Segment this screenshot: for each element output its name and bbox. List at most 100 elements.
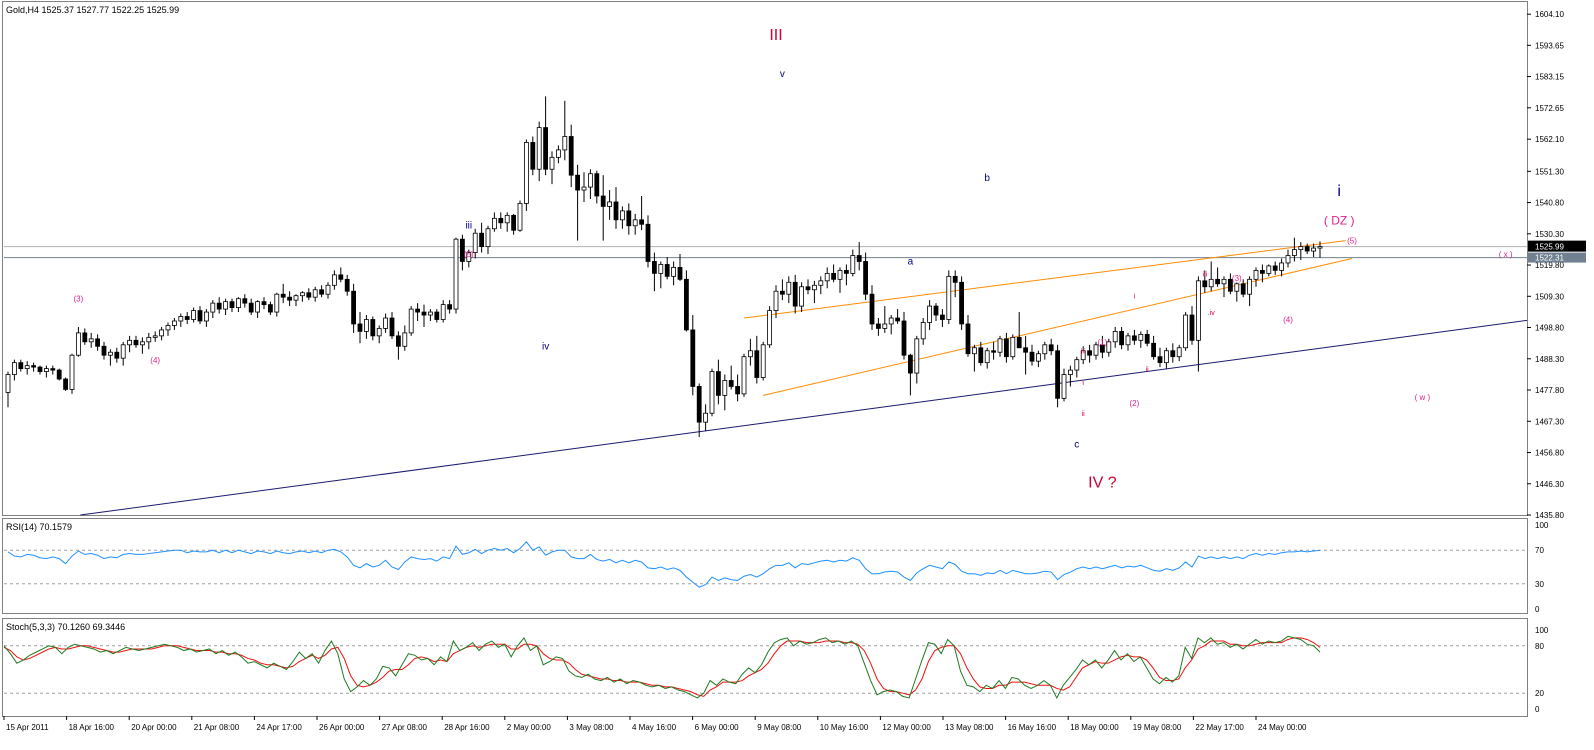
- bear-candle-body: [645, 223, 651, 262]
- bull-candle-body: [972, 347, 977, 355]
- bull-candle-body: [914, 338, 920, 374]
- bull-candle-body: [293, 295, 299, 301]
- candle: [11, 359, 17, 381]
- candle: [1240, 279, 1246, 298]
- bull-candle-body: [466, 252, 472, 262]
- bull-candle-body: [1106, 341, 1112, 353]
- candle: [1144, 329, 1150, 347]
- candle: [1234, 282, 1240, 302]
- bear-candle-body: [780, 290, 785, 295]
- bull-candle-body: [1138, 333, 1144, 341]
- candle: [799, 282, 804, 313]
- candle: [824, 267, 830, 289]
- bear-candle-body: [594, 173, 600, 197]
- bear-candle-body: [1023, 347, 1028, 353]
- rsi-tick-label: 100: [1535, 521, 1549, 530]
- candle: [139, 337, 145, 354]
- bull-candle-body: [44, 368, 49, 372]
- bull-candle-body: [210, 302, 216, 313]
- bear-candle-body: [415, 308, 421, 313]
- candle: [1266, 264, 1272, 277]
- candle: [447, 300, 453, 314]
- bear-candle-body: [754, 350, 760, 378]
- bear-candle-body: [421, 311, 427, 316]
- candle: [1196, 276, 1201, 372]
- candle: [229, 298, 235, 313]
- bull-candle-body: [1298, 246, 1304, 250]
- bull-candle-body: [1112, 331, 1118, 343]
- bear-candle-body: [1260, 270, 1265, 274]
- main-header-label: Gold,H4 1525.37 1527.77 1522.25 1525.99: [6, 5, 179, 15]
- candle: [50, 365, 56, 375]
- candle: [453, 237, 459, 314]
- bull-candle-body: [5, 374, 11, 393]
- bear-candle-body: [37, 366, 43, 372]
- bear-candle-body: [1004, 338, 1009, 358]
- price-tick-label: 1435.80: [1535, 511, 1564, 520]
- candle: [325, 282, 331, 299]
- bull-candle-body: [888, 317, 894, 325]
- candle: [1125, 332, 1131, 351]
- candle: [383, 313, 389, 333]
- rsi-layer: [4, 541, 1527, 588]
- candle: [1080, 346, 1086, 365]
- bull-candle-body: [1234, 283, 1240, 292]
- candle: [459, 234, 465, 271]
- bear-candle-body: [530, 142, 536, 170]
- candle: [421, 304, 427, 327]
- candle: [338, 267, 344, 283]
- stoch-panel-frame: [2, 618, 1528, 717]
- time-tick-label: 4 May 16:00: [632, 723, 677, 732]
- stoch-tick-label: 0: [1535, 705, 1540, 714]
- candle: [607, 190, 612, 220]
- bear-candle-body: [351, 290, 357, 325]
- time-tick-label: 27 Apr 08:00: [382, 723, 428, 732]
- candle: [402, 325, 408, 351]
- level-price-marker-label: 1522.31: [1535, 254, 1564, 263]
- bear-candle-body: [1202, 280, 1208, 288]
- bear-candle-body: [229, 301, 235, 308]
- bull-candle-body: [536, 127, 542, 170]
- rsi-panel-frame: [2, 518, 1528, 614]
- bear-candle-body: [863, 261, 868, 295]
- candle: [223, 298, 229, 316]
- candle: [511, 213, 517, 235]
- wave-label-1b: (1): [1098, 338, 1108, 347]
- candle: [127, 335, 132, 353]
- time-tick-label: 6 May 00:00: [695, 723, 740, 732]
- bull-candle-body: [824, 272, 830, 282]
- candle: [869, 285, 875, 330]
- wave-label-a: a: [908, 256, 914, 267]
- bear-candle-body: [1304, 246, 1310, 252]
- candle: [696, 383, 702, 438]
- bull-candle-body: [1061, 374, 1067, 399]
- candle: [748, 338, 753, 366]
- candle: [267, 301, 273, 316]
- candle: [287, 291, 293, 307]
- bear-candle-body: [1087, 350, 1092, 356]
- time-tick-label: 19 May 08:00: [1133, 723, 1182, 732]
- price-tick-label: 1519.80: [1535, 261, 1564, 270]
- candle: [1298, 242, 1304, 260]
- candle: [908, 353, 913, 396]
- bull-candle-body: [524, 142, 529, 204]
- bull-candle-body: [562, 136, 568, 151]
- bull-candle-body: [709, 371, 715, 414]
- candle: [600, 175, 606, 241]
- candle: [536, 121, 542, 182]
- bull-candle-body: [748, 350, 753, 358]
- bull-candle-body: [11, 362, 17, 375]
- candle: [581, 172, 587, 202]
- bear-candle-body: [395, 335, 401, 347]
- candle: [645, 215, 651, 268]
- wave-label-ic: i: [1082, 380, 1084, 387]
- candle: [684, 270, 689, 332]
- bull-candle-body: [76, 332, 81, 356]
- candle: [1228, 273, 1233, 295]
- bear-candle-body: [447, 304, 453, 310]
- bear-candle-body: [690, 329, 696, 387]
- bull-candle-body: [274, 293, 280, 313]
- price-tick-label: 1488.30: [1535, 355, 1564, 364]
- candle: [82, 328, 88, 345]
- bull-candle-body: [812, 284, 817, 291]
